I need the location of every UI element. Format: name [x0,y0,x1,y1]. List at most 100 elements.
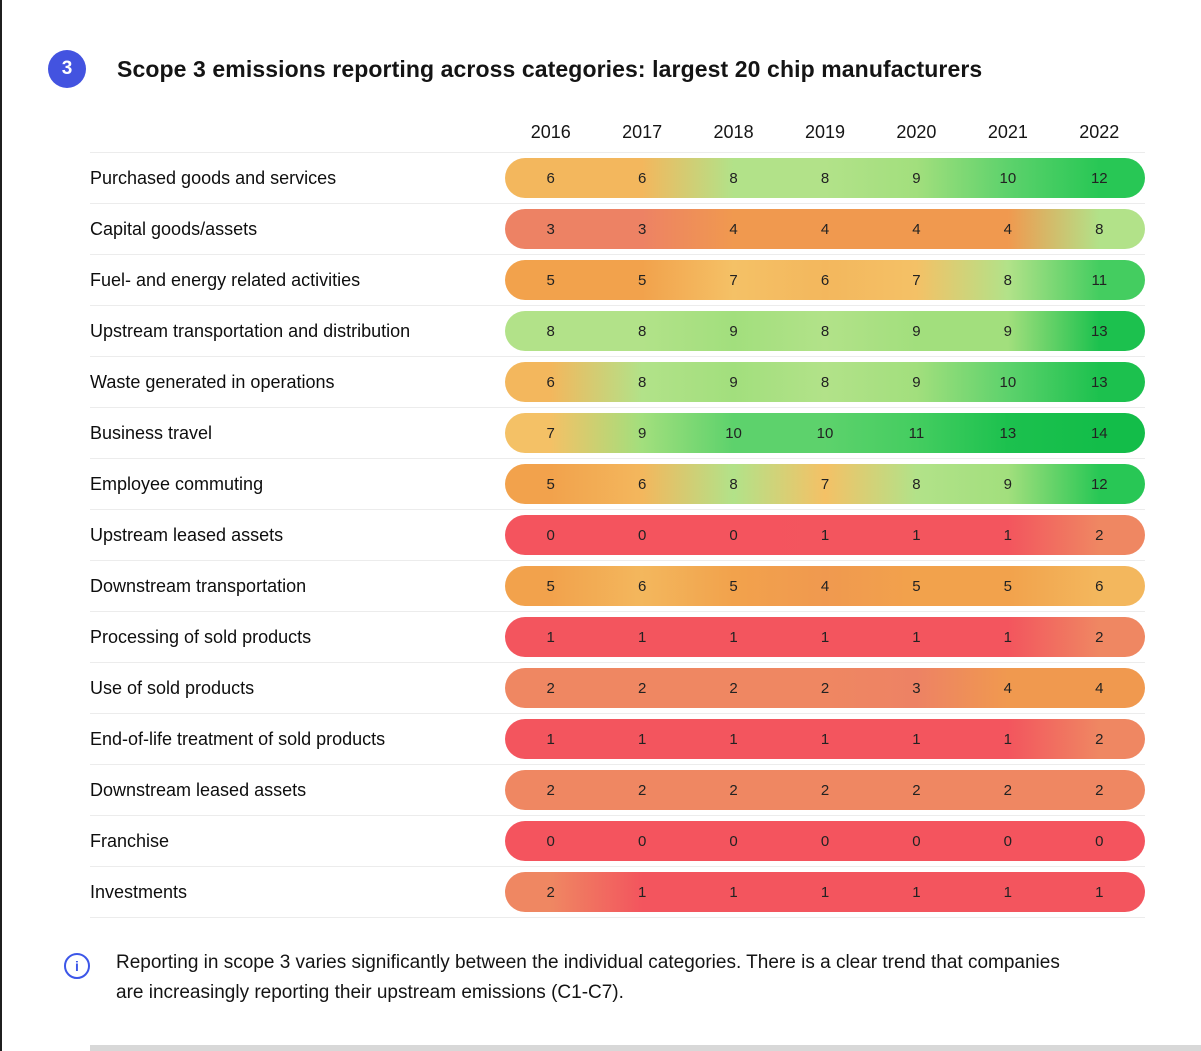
cell-value: 8 [820,373,830,391]
cell-value: 0 [637,526,647,544]
cell-value: 1 [912,526,921,544]
cell-value: 7 [729,271,738,289]
category-label: Franchise [90,830,170,851]
category-label: Upstream transportation and distribution [90,320,411,341]
cell-value: 2 [546,679,555,697]
cell-value: 5 [912,577,921,595]
cell-value: 0 [1095,832,1104,850]
cell-value: 9 [637,424,647,442]
cell-value: 5 [546,475,555,493]
cell-value: 1 [546,730,555,748]
cell-value: 8 [729,169,738,187]
cell-value: 9 [912,322,921,340]
cell-value: 0 [637,832,647,850]
cell-value: 13 [1090,322,1108,340]
footnote-text: Reporting in scope 3 varies significantl… [116,952,1060,1003]
cell-value: 2 [1095,730,1104,748]
cell-value: 2 [637,679,647,697]
cell-value: 1 [1003,883,1013,901]
cell-value: 13 [1090,373,1108,391]
heatmap-row: End-of-life treatment of sold products 1 1… [90,714,1145,765]
year-label: 2018 [713,122,754,142]
cell-value: 1 [912,628,921,646]
cell-value: 0 [546,832,555,850]
category-label: Use of sold products [90,677,255,698]
cell-value: 5 [546,271,555,289]
cell-value: 2 [912,781,921,799]
heatmap-pill: 0 0 0 1 1 1 2 [505,515,1145,555]
cell-value: 1 [820,883,830,901]
cell-value: 5 [637,271,647,289]
year-label: 2016 [530,122,571,142]
heatmap-pill: 8 8 9 8 9 9 13 [505,311,1145,351]
cell-value: 2 [729,679,738,697]
cell-value: 10 [725,424,742,442]
cell-value: 6 [637,577,647,595]
category-label: Downstream leased assets [90,779,307,800]
figure-header: 3 Scope 3 emissions reporting across cat… [48,50,982,88]
cell-value: 5 [729,577,738,595]
heatmap-pill: 1 1 1 1 1 1 2 [505,617,1145,657]
year-header-row: 2016 2017 2018 2019 2020 2021 2022 [90,112,1145,153]
cell-value: 8 [637,322,647,340]
cell-value: 9 [912,373,921,391]
cell-value: 1 [729,883,738,901]
cell-value: 8 [820,169,830,187]
heatmap-row: Downstream transportation 5 6 5 4 5 5 6 [90,561,1145,612]
heatmap-pill: 5 5 7 6 7 8 11 [505,260,1145,300]
year-label: 2020 [896,122,937,142]
year-label: 2022 [1079,122,1120,142]
cell-value: 1 [546,628,555,646]
cell-value: 1 [912,883,921,901]
cell-value: 1 [729,730,738,748]
cell-value: 9 [912,169,921,187]
bottom-strip [90,1045,1201,1051]
category-label: Purchased goods and services [90,167,337,188]
cell-value: 8 [1095,220,1104,238]
cell-value: 6 [1095,577,1104,595]
cell-value: 1 [1003,526,1013,544]
cell-value: 2 [729,781,738,799]
cell-value: 8 [729,475,738,493]
cell-value: 2 [546,781,555,799]
cell-value: 5 [546,577,555,595]
footnote: i Reporting in scope 3 varies significan… [64,948,1084,1008]
heatmap-row: Business travel 7 9 10 10 11 13 14 [90,408,1145,459]
heatmap-pill: 2 1 1 1 1 1 1 [505,872,1145,912]
scope3-heatmap-chart: 2016 2017 2018 2019 2020 2021 2022 Purchased g… [90,112,1145,918]
cell-value: 2 [1095,628,1104,646]
heatmap-row: Upstream leased assets 0 0 0 1 1 1 2 [90,510,1145,561]
cell-value: 1 [637,628,647,646]
heatmap-pill: 5 6 5 4 5 5 6 [505,566,1145,606]
cell-value: 8 [546,322,555,340]
info-icon: i [64,953,90,979]
cell-value: 1 [637,730,647,748]
category-label: Downstream transportation [90,575,307,596]
cell-value: 2 [1095,526,1104,544]
cell-value: 8 [820,322,830,340]
cell-value: 4 [1003,679,1013,697]
cell-value: 1 [1003,628,1013,646]
cell-value: 10 [816,424,834,442]
cell-value: 1 [820,526,830,544]
heatmap-row: Downstream leased assets 2 2 2 2 2 2 2 [90,765,1145,816]
cell-value: 9 [729,322,738,340]
figure-number-badge: 3 [48,50,86,88]
heatmap-row: Processing of sold products 1 1 1 1 1 1 2 [90,612,1145,663]
cell-value: 1 [1003,730,1013,748]
cell-value: 2 [546,883,555,901]
cell-value: 13 [999,424,1017,442]
year-label: 2021 [987,122,1028,142]
heatmap-row: Fuel- and energy related activities 5 5 7 6 7… [90,255,1145,306]
cell-value: 5 [1003,577,1013,595]
cell-value: 0 [546,526,555,544]
year-label: 2017 [622,122,663,142]
cell-value: 2 [637,781,647,799]
heatmap-row: Employee commuting 5 6 8 7 8 9 12 [90,459,1145,510]
heatmap-row: Investments 2 1 1 1 1 1 1 [90,867,1145,918]
cell-value: 1 [912,730,921,748]
cell-value: 8 [1003,271,1013,289]
cell-value: 1 [729,628,738,646]
cell-value: 0 [729,526,738,544]
cell-value: 9 [729,373,738,391]
